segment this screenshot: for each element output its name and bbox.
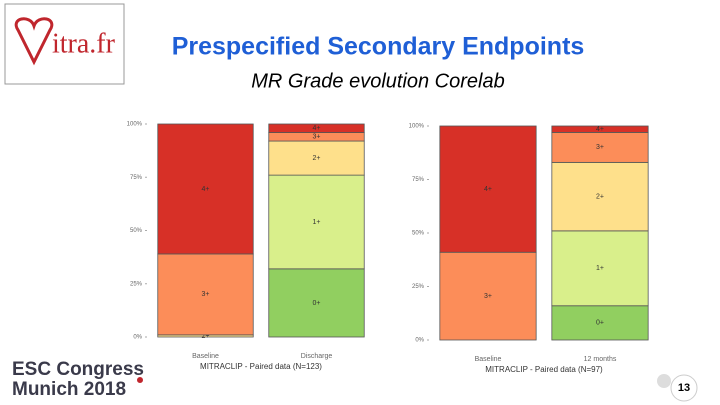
bar-segment <box>268 268 365 338</box>
x-tick-label: Baseline <box>192 353 219 360</box>
y-tick-label: 50% <box>412 231 425 237</box>
bar-segment <box>268 123 365 133</box>
segment-label: 3+ <box>596 144 604 151</box>
x-axis-title: MITRACLIP - Paired data (N=123) <box>200 362 322 371</box>
bar-segment <box>268 140 365 176</box>
bar-segment <box>157 253 254 336</box>
deco-circle <box>657 374 671 388</box>
segment-label: 3+ <box>484 293 492 300</box>
logo-text: itra.fr <box>52 28 116 59</box>
bar-segment <box>551 132 649 163</box>
slide-subtitle: MR Grade evolution Corelab <box>251 70 504 92</box>
bar-segment <box>551 125 649 133</box>
bar-segment <box>551 305 649 341</box>
y-tick-label: 50% <box>130 228 143 234</box>
y-tick-label: 100% <box>409 124 425 130</box>
y-tick-label: 75% <box>130 175 143 181</box>
footer-line2: Munich 2018 <box>12 379 126 400</box>
segment-label: 3+ <box>313 134 321 141</box>
y-tick-label: 75% <box>412 177 425 183</box>
slide-title: Prespecified Secondary Endpoints <box>172 33 585 61</box>
page-number: 13 <box>678 382 690 394</box>
segment-label: 0+ <box>596 320 604 327</box>
x-tick-label: Discharge <box>301 353 333 360</box>
segment-label: 2+ <box>313 155 321 162</box>
segment-label: 3+ <box>202 291 210 298</box>
segment-label: 4+ <box>484 186 492 193</box>
bar-segment <box>551 161 649 232</box>
bar-segment <box>551 230 649 307</box>
x-tick-label: Baseline <box>475 356 502 363</box>
segment-label: 4+ <box>202 186 210 193</box>
footer-line1: ESC Congress <box>12 359 144 380</box>
bar-segment <box>439 125 537 253</box>
y-tick-label: 25% <box>412 284 425 290</box>
y-tick-label: 0% <box>415 338 424 344</box>
segment-label: 0+ <box>313 300 321 307</box>
y-tick-label: 25% <box>130 281 143 287</box>
x-tick-label: 12 months <box>584 356 617 363</box>
segment-label: 4+ <box>313 125 321 132</box>
y-tick-label: 0% <box>133 335 142 341</box>
bar-segment <box>157 123 254 255</box>
page-badge <box>670 374 698 402</box>
y-tick-label: 100% <box>127 122 143 128</box>
segment-label: 2+ <box>202 333 210 340</box>
segment-label: 1+ <box>313 219 321 226</box>
bar-segment <box>268 174 365 270</box>
logo-heart <box>14 17 54 66</box>
footer-dot <box>137 377 143 383</box>
x-axis-title: MITRACLIP - Paired data (N=97) <box>485 365 603 374</box>
segment-label: 2+ <box>596 193 604 200</box>
segment-label: 4+ <box>596 126 604 133</box>
segment-label: 1+ <box>596 265 604 272</box>
bar-segment <box>439 251 537 341</box>
